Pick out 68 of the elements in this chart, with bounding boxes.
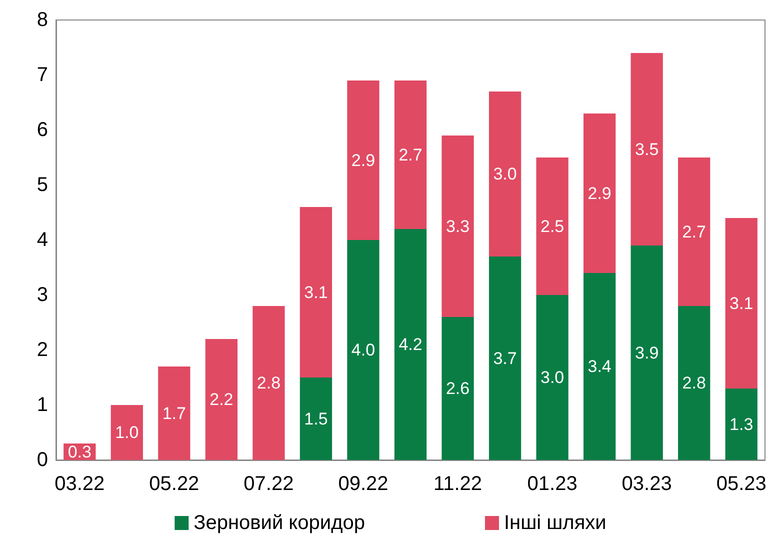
x-tick-label: 11.22: [433, 473, 482, 495]
data-label: 4.2: [398, 335, 422, 354]
data-label: 1.0: [115, 423, 139, 442]
y-tick-label: 6: [36, 119, 48, 141]
bar: [583, 114, 616, 273]
bar: [347, 240, 380, 460]
bar: [678, 158, 710, 306]
bar: [725, 218, 758, 388]
bar: [488, 256, 522, 460]
x-tick-label: 01.23: [527, 473, 578, 495]
bar: [442, 317, 474, 460]
data-label: 2.8: [682, 374, 706, 392]
bar: [583, 273, 616, 460]
legend-label: Інші шляхи: [504, 512, 606, 534]
data-label: 3.9: [635, 343, 659, 362]
data-label: 1.3: [730, 414, 754, 434]
legend-label: Зерновий коридор: [194, 512, 365, 534]
bar: [205, 339, 238, 460]
bar: [110, 405, 143, 460]
bar: [678, 306, 710, 460]
y-tick-label: 4: [36, 229, 48, 251]
data-label: 2.8: [256, 374, 281, 392]
bar: [394, 229, 427, 460]
bar: [488, 92, 522, 256]
data-label: 3.7: [493, 348, 517, 368]
data-label: 2.2: [210, 390, 234, 409]
bar: [725, 388, 758, 460]
bar: [536, 158, 568, 295]
bar: [252, 306, 285, 460]
x-tick-label: 05.23: [716, 473, 766, 495]
bar: [347, 80, 380, 240]
bar: [300, 378, 332, 460]
y-tick-label: 0: [36, 449, 48, 471]
data-label: 2.5: [540, 216, 564, 236]
data-label: 2.7: [398, 145, 422, 164]
y-tick-label: 1: [36, 394, 48, 416]
bar: [630, 53, 663, 246]
y-tick-label: 5: [36, 174, 48, 196]
x-tick-label: 05.22: [149, 473, 200, 495]
bar: [300, 207, 332, 378]
bar: [630, 246, 663, 460]
bar: [158, 366, 190, 460]
x-tick-label: 07.22: [244, 473, 294, 495]
data-label: 3.5: [635, 140, 659, 159]
data-label: 4.0: [351, 340, 376, 360]
bar: [442, 136, 474, 317]
data-label: 1.5: [304, 409, 328, 428]
data-label: 1.7: [162, 404, 186, 423]
data-label: 3.0: [540, 368, 564, 387]
data-label: 3.1: [730, 294, 754, 313]
data-label: 3.3: [446, 216, 470, 236]
data-label: 2.7: [682, 222, 706, 242]
x-tick-label: 09.22: [338, 473, 388, 495]
data-label: 3.0: [493, 164, 517, 184]
data-label: 3.1: [304, 282, 328, 302]
bar: [394, 80, 427, 229]
y-tick-label: 8: [36, 9, 48, 31]
bar: [536, 295, 568, 460]
y-tick-label: 2: [36, 339, 48, 361]
data-label: 0.3: [68, 442, 92, 462]
data-label: 2.9: [351, 150, 376, 170]
y-tick-label: 3: [36, 284, 48, 306]
x-tick-label: 03.23: [622, 473, 672, 495]
data-label: 2.9: [588, 184, 612, 203]
x-tick-label: 03.22: [54, 473, 105, 495]
y-tick-label: 7: [36, 64, 48, 86]
data-label: 2.6: [446, 379, 470, 398]
data-label: 3.4: [588, 357, 612, 376]
